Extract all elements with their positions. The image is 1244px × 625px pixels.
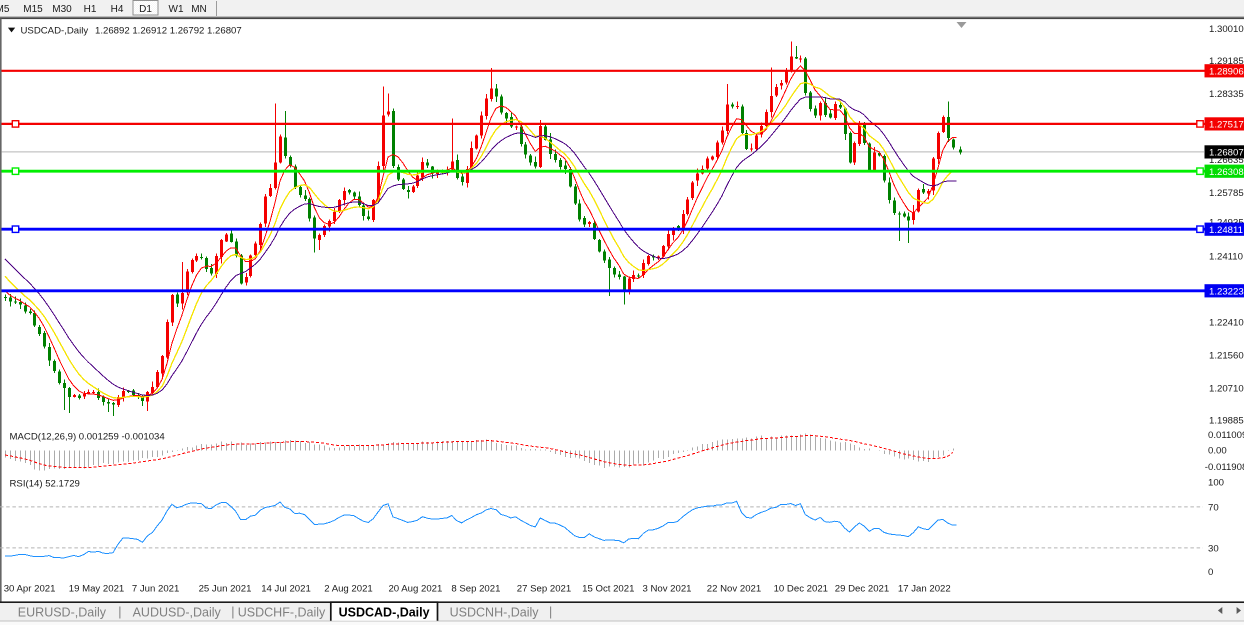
svg-text:EURUSD-,Daily: EURUSD-,Daily <box>18 605 107 619</box>
svg-text:USDCAD-,Daily: USDCAD-,Daily <box>339 605 430 619</box>
svg-text:M5: M5 <box>0 4 10 15</box>
svg-text:0.011009: 0.011009 <box>1208 430 1244 441</box>
svg-text:29 Dec 2021: 29 Dec 2021 <box>835 584 889 595</box>
svg-text:MACD(12,26,9) 0.001259 -0.0010: MACD(12,26,9) 0.001259 -0.001034 <box>10 432 166 443</box>
svg-text:1.25785: 1.25785 <box>1209 188 1244 199</box>
svg-text:15 Oct 2021: 15 Oct 2021 <box>582 584 634 595</box>
svg-text:AUDUSD-,Daily: AUDUSD-,Daily <box>133 605 222 619</box>
svg-text:M15: M15 <box>23 4 43 15</box>
svg-text:RSI(14) 52.1729: RSI(14) 52.1729 <box>10 479 80 490</box>
svg-text:1.23223: 1.23223 <box>1209 286 1244 297</box>
svg-text:22 Nov 2021: 22 Nov 2021 <box>707 584 761 595</box>
svg-text:7 Jun 2021: 7 Jun 2021 <box>132 584 179 595</box>
svg-text:-0.011908: -0.011908 <box>1205 462 1244 473</box>
svg-text:W1: W1 <box>169 4 184 15</box>
svg-text:|: | <box>118 605 121 619</box>
svg-text:H4: H4 <box>111 4 124 15</box>
svg-text:100: 100 <box>1208 477 1224 488</box>
svg-text:1.24110: 1.24110 <box>1209 252 1243 263</box>
svg-text:|: | <box>231 605 234 619</box>
svg-text:1.29185: 1.29185 <box>1209 56 1244 67</box>
svg-text:1.28906: 1.28906 <box>1209 66 1244 77</box>
svg-text:H1: H1 <box>84 4 97 15</box>
svg-text:1.27517: 1.27517 <box>1209 120 1244 131</box>
svg-text:0.00: 0.00 <box>1208 446 1227 457</box>
svg-text:1.24811: 1.24811 <box>1209 225 1243 236</box>
svg-text:1.21560: 1.21560 <box>1209 350 1244 361</box>
svg-text:1.22410: 1.22410 <box>1209 318 1244 329</box>
svg-text:1.20710: 1.20710 <box>1209 383 1244 394</box>
svg-text:0: 0 <box>1208 567 1213 578</box>
svg-text:1.26892 1.26912 1.26792 1.2680: 1.26892 1.26912 1.26792 1.26807 <box>95 26 242 37</box>
svg-text:17 Jan 2022: 17 Jan 2022 <box>898 584 951 595</box>
svg-text:19 May 2021: 19 May 2021 <box>69 584 124 595</box>
svg-text:1.26807: 1.26807 <box>1209 148 1244 159</box>
svg-text:14 Jul 2021: 14 Jul 2021 <box>261 584 311 595</box>
svg-text:8 Sep 2021: 8 Sep 2021 <box>451 584 500 595</box>
svg-text:30 Apr 2021: 30 Apr 2021 <box>4 584 56 595</box>
svg-text:3 Nov 2021: 3 Nov 2021 <box>642 584 691 595</box>
svg-text:70: 70 <box>1208 502 1219 513</box>
svg-text:D1: D1 <box>139 4 152 15</box>
svg-text:20 Aug 2021: 20 Aug 2021 <box>388 584 442 595</box>
svg-text:25 Jun 2021: 25 Jun 2021 <box>199 584 252 595</box>
svg-text:USDCNH-,Daily: USDCNH-,Daily <box>450 605 540 619</box>
svg-text:1.26635: 1.26635 <box>1209 155 1244 166</box>
svg-text:MN: MN <box>191 4 207 15</box>
svg-text:30: 30 <box>1208 543 1219 554</box>
svg-text:1.28335: 1.28335 <box>1209 89 1244 100</box>
svg-text:M30: M30 <box>52 4 72 15</box>
svg-text:USDCAD-,Daily: USDCAD-,Daily <box>21 26 89 37</box>
svg-text:USDCHF-,Daily: USDCHF-,Daily <box>238 605 326 619</box>
svg-text:|: | <box>549 605 552 619</box>
svg-text:27 Sep 2021: 27 Sep 2021 <box>517 584 571 595</box>
svg-text:2 Aug 2021: 2 Aug 2021 <box>324 584 373 595</box>
svg-text:1.30010: 1.30010 <box>1209 24 1244 35</box>
svg-text:1.26308: 1.26308 <box>1209 167 1244 178</box>
svg-text:10 Dec 2021: 10 Dec 2021 <box>774 584 828 595</box>
svg-text:1.19885: 1.19885 <box>1209 415 1244 426</box>
